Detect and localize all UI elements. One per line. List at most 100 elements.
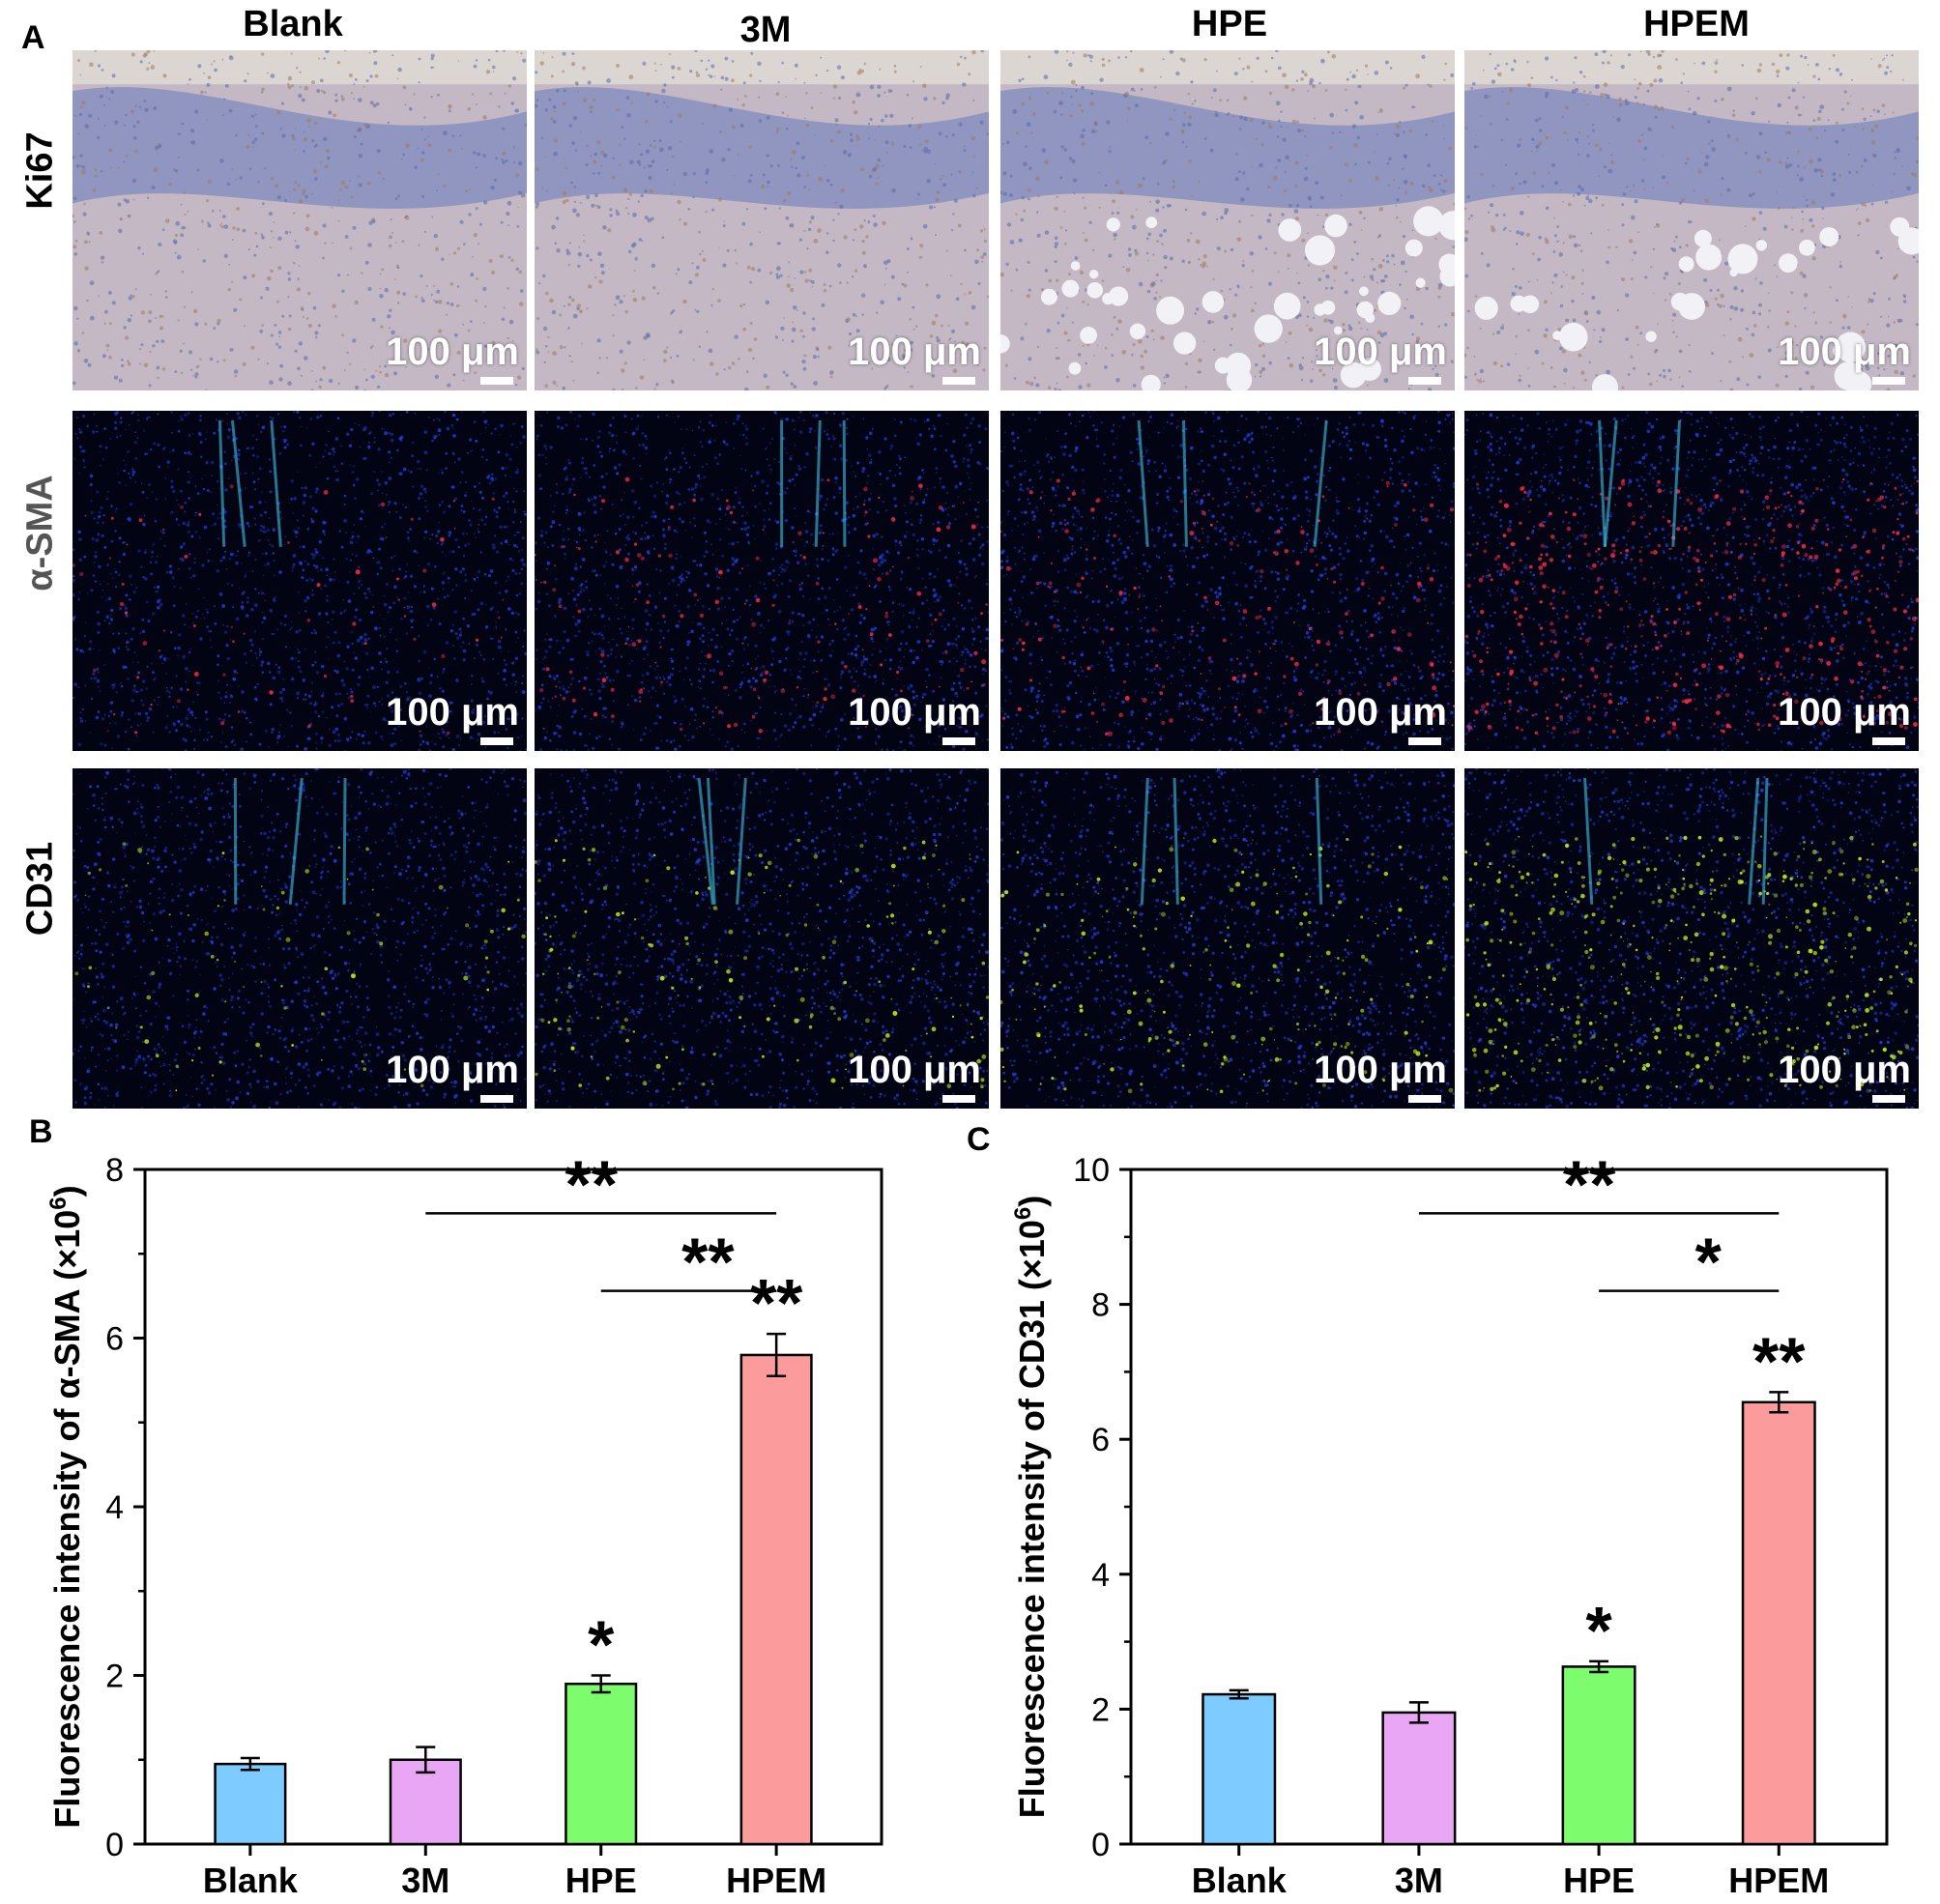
micrograph-image bbox=[72, 411, 527, 751]
significance-mark: * bbox=[1585, 1593, 1612, 1668]
scale-bar: 100 μm bbox=[848, 332, 981, 385]
y-tick-label: 6 bbox=[1091, 1422, 1110, 1458]
scale-bar: 100 μm bbox=[386, 693, 519, 745]
micrograph-sma-3m: 100 μm bbox=[535, 411, 989, 751]
bar-blank bbox=[214, 1762, 287, 1846]
micrograph-cd31-hpem: 100 μm bbox=[1464, 768, 1919, 1109]
x-tick-label: HPEM bbox=[726, 1861, 826, 1899]
y-tick-label: 4 bbox=[1091, 1557, 1110, 1594]
column-title-hpem: HPEM bbox=[1643, 4, 1750, 44]
scale-bar-label: 100 μm bbox=[1314, 691, 1447, 734]
micrograph-image bbox=[72, 50, 527, 390]
y-axis-label: Fluorescence intensity of CD31 (×106) bbox=[1010, 1196, 1052, 1819]
y-tick-label: 8 bbox=[1091, 1287, 1110, 1324]
micrograph-image bbox=[1000, 768, 1455, 1109]
panel-a-label: A bbox=[21, 19, 45, 56]
scale-bar-label: 100 μm bbox=[848, 1049, 981, 1091]
scale-bar-label: 100 μm bbox=[1778, 1049, 1911, 1091]
scale-bar: 100 μm bbox=[1778, 1051, 1911, 1103]
column-title-blank: Blank bbox=[243, 4, 343, 44]
x-tick-label: HPEM bbox=[1728, 1861, 1829, 1899]
scale-bar-line bbox=[942, 737, 975, 745]
y-tick-label: 0 bbox=[105, 1827, 124, 1863]
scale-bar: 100 μm bbox=[386, 1051, 519, 1103]
x-tick-label: Blank bbox=[203, 1861, 299, 1899]
micrograph-image bbox=[535, 411, 989, 751]
bar-hpe bbox=[1561, 1665, 1636, 1846]
scale-bar-label: 100 μm bbox=[1778, 331, 1911, 373]
micrograph-sma-blank: 100 μm bbox=[72, 411, 527, 751]
scale-bar: 100 μm bbox=[1778, 332, 1911, 385]
row-label-alpha-sma: α-SMA bbox=[19, 475, 61, 591]
significance-mark: * bbox=[588, 1607, 615, 1683]
x-tick-label: 3M bbox=[1395, 1861, 1443, 1899]
scale-bar-label: 100 μm bbox=[1314, 331, 1447, 373]
scale-bar-label: 100 μm bbox=[1778, 691, 1911, 734]
scale-bar-label: 100 μm bbox=[848, 331, 981, 373]
micrograph-sma-hpe: 100 μm bbox=[1000, 411, 1455, 751]
scale-bar: 100 μm bbox=[1778, 693, 1911, 745]
scale-bar: 100 μm bbox=[386, 332, 519, 385]
x-tick-label: Blank bbox=[1192, 1861, 1288, 1899]
micrograph-image bbox=[1000, 50, 1455, 390]
bar-hpem bbox=[1741, 1400, 1816, 1846]
scale-bar-line bbox=[1408, 377, 1441, 385]
scale-bar-label: 100 μm bbox=[386, 331, 519, 373]
row-label-cd31: CD31 bbox=[19, 841, 61, 937]
significance-mark: ** bbox=[750, 1265, 803, 1341]
scale-bar: 100 μm bbox=[1314, 332, 1447, 385]
scale-bar-line bbox=[1408, 737, 1441, 745]
y-tick-label: 4 bbox=[105, 1489, 124, 1526]
x-tick-label: 3M bbox=[401, 1861, 449, 1899]
column-title-3m: 3M bbox=[739, 10, 792, 50]
alpha-sma-bar-chart: 0 2 4 6 8 Fluorescence intensity of α-SMA (×1… bbox=[0, 1121, 957, 1900]
bar-hpem bbox=[739, 1353, 813, 1846]
comparison-mark: ** bbox=[565, 1146, 618, 1222]
scale-bar: 100 μm bbox=[1314, 693, 1447, 745]
scale-bar-line bbox=[942, 1095, 975, 1103]
cd31-bar-chart: 0 2 4 6 8 10 Fluorescence intensity of CD31 (×… bbox=[967, 1121, 1933, 1900]
micrograph-sma-hpem: 100 μm bbox=[1464, 411, 1919, 751]
scale-bar: 100 μm bbox=[848, 693, 981, 745]
micrograph-image bbox=[1464, 411, 1919, 751]
y-tick-label: 2 bbox=[1091, 1691, 1110, 1728]
micrograph-cd31-blank: 100 μm bbox=[72, 768, 527, 1109]
scale-bar-line bbox=[942, 377, 975, 385]
scale-bar-line bbox=[480, 737, 513, 745]
comparison-mark: ** bbox=[1563, 1146, 1616, 1222]
scale-bar-line bbox=[1872, 1095, 1905, 1103]
micrograph-image bbox=[1464, 50, 1919, 390]
panel-c-label: C bbox=[967, 1121, 991, 1158]
scale-bar-label: 100 μm bbox=[386, 1049, 519, 1091]
scale-bar-label: 100 μm bbox=[848, 691, 981, 734]
micrograph-image bbox=[72, 768, 527, 1109]
scale-bar-label: 100 μm bbox=[1314, 1049, 1447, 1091]
column-title-hpe: HPE bbox=[1191, 4, 1268, 44]
bar-blank bbox=[1202, 1692, 1277, 1846]
y-tick-label: 6 bbox=[105, 1321, 124, 1358]
micrograph-ki67-blank: 100 μm bbox=[72, 50, 527, 390]
scale-bar: 100 μm bbox=[1314, 1051, 1447, 1103]
bar-hpe bbox=[565, 1682, 638, 1846]
y-tick-label: 0 bbox=[1091, 1827, 1110, 1863]
chart-svg: 0 2 4 6 8 10 Fluorescence intensity of CD31 (×… bbox=[1010, 1146, 1889, 1900]
y-tick-label: 2 bbox=[105, 1659, 124, 1695]
micrograph-ki67-3m: 100 μm bbox=[535, 50, 989, 390]
x-tick-label: HPE bbox=[1563, 1861, 1635, 1899]
x-tick-label: HPE bbox=[565, 1861, 637, 1899]
scale-bar-line bbox=[1408, 1095, 1441, 1103]
y-tick-label: 8 bbox=[105, 1152, 124, 1189]
scale-bar-line bbox=[480, 377, 513, 385]
y-tick-label: 10 bbox=[1073, 1152, 1110, 1189]
micrograph-image bbox=[1000, 411, 1455, 751]
y-axis-label: Fluorescence intensity of α-SMA (×106) bbox=[45, 1185, 87, 1828]
scale-bar: 100 μm bbox=[848, 1051, 981, 1103]
scale-bar-label: 100 μm bbox=[386, 691, 519, 734]
significance-mark: ** bbox=[1752, 1323, 1806, 1399]
micrograph-image bbox=[535, 768, 989, 1109]
micrograph-cd31-hpe: 100 μm bbox=[1000, 768, 1455, 1109]
chart-svg: 0 2 4 6 8 Fluorescence intensity of α-SMA (×1… bbox=[45, 1146, 883, 1900]
bar-3m bbox=[1381, 1711, 1457, 1846]
scale-bar-line bbox=[480, 1095, 513, 1103]
micrograph-ki67-hpe: 100 μm bbox=[1000, 50, 1455, 390]
